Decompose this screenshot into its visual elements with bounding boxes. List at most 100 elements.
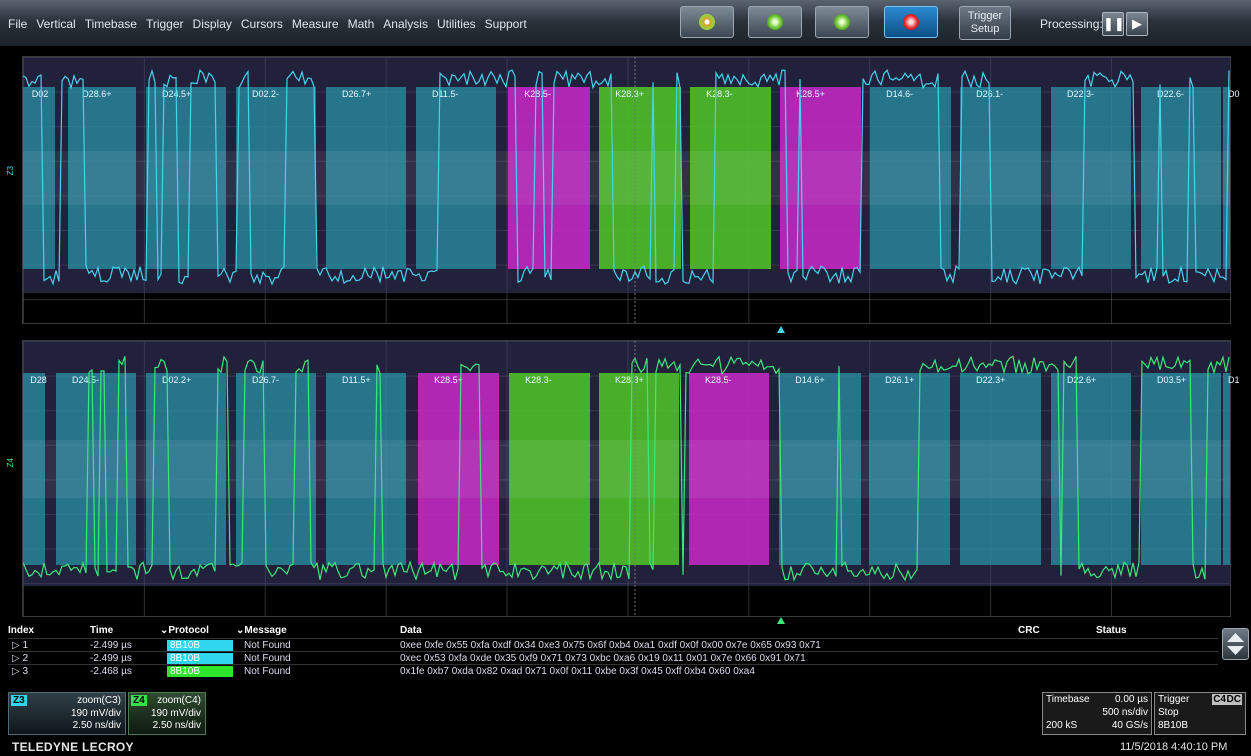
decode-segment[interactable] <box>509 373 590 565</box>
waveform-grid-z3[interactable]: D02 D28.6+ D24.5+ D02.2- D26.7+ D11.5- K28.5- K… <box>22 56 1240 324</box>
timebase-descriptor[interactable]: Timebase 0.00 µs 500 ns/div 200 kS 40 GS… <box>1042 692 1152 735</box>
brand-logo: TELEDYNE LECROY <box>12 740 134 754</box>
decode-segment-label: D1 <box>1228 375 1240 385</box>
decode-segment-label: D02.2+ <box>162 375 192 385</box>
row-time: -2.499 µs <box>90 653 132 664</box>
menu-measure[interactable]: Measure <box>291 17 339 31</box>
row-message: Not Found <box>244 640 291 651</box>
col-protocol[interactable]: ⌄Protocol <box>160 625 209 636</box>
play-button[interactable]: ▶ <box>1126 12 1148 36</box>
decode-segment-label: D26.1+ <box>885 375 915 385</box>
pause-button[interactable]: ❚❚ <box>1102 12 1125 36</box>
decode-segment[interactable] <box>779 373 861 565</box>
trigger-type: 8B10B <box>1158 720 1189 731</box>
decode-segment[interactable] <box>508 87 590 269</box>
decode-segment[interactable] <box>23 87 55 269</box>
decode-segment-label: K28.5+ <box>796 89 825 99</box>
red-light-icon <box>903 14 919 30</box>
decode-segment[interactable] <box>68 87 136 269</box>
center-band <box>23 150 1230 206</box>
decode-segment-label: D02.2- <box>252 89 280 99</box>
trigger-marker-z3[interactable] <box>777 326 785 333</box>
decode-segment[interactable] <box>416 87 496 269</box>
decode-segment[interactable] <box>326 373 406 565</box>
trigger-marker-z4[interactable] <box>777 617 785 624</box>
decode-segment[interactable] <box>689 373 769 565</box>
decode-segment[interactable] <box>870 87 951 269</box>
timebase-delay: 0.00 µs <box>1114 694 1148 705</box>
table-scroll-button[interactable] <box>1222 628 1249 660</box>
trace-label-z3: Z3 <box>6 166 15 176</box>
decode-segment[interactable] <box>23 373 45 565</box>
col-status[interactable]: Status <box>1096 625 1127 636</box>
decode-segment[interactable] <box>1223 373 1230 565</box>
table-row[interactable]: ▷ 1 -2.499 µs 8B10B Not Found 0xee 0xfe … <box>8 638 1218 652</box>
menu-display[interactable]: Display <box>192 17 232 31</box>
menu-analysis[interactable]: Analysis <box>383 17 428 31</box>
decode-segment[interactable] <box>1051 87 1131 269</box>
single-trigger-button[interactable] <box>815 6 869 38</box>
decode-segment-label: D03.5+ <box>1157 375 1187 385</box>
decode-segment[interactable] <box>236 373 316 565</box>
timebase-tdiv: 500 ns/div <box>1102 707 1148 718</box>
decode-segment-label: D26.7- <box>252 375 280 385</box>
table-row[interactable]: ▷ 2 -2.499 µs 8B10B Not Found 0xec 0x53 … <box>8 651 1218 665</box>
decode-segment[interactable] <box>690 87 771 269</box>
decode-segment-label: D24.5- <box>72 375 100 385</box>
trigger-setup-button[interactable]: Trigger Setup <box>959 6 1011 40</box>
row-time: -2.468 µs <box>90 666 132 677</box>
row-protocol: 8B10B <box>167 640 233 651</box>
decode-segment-label: K28.3+ <box>615 89 645 99</box>
decode-segment-label: D22.3+ <box>976 375 1006 385</box>
table-row[interactable]: ▷ 3 -2.468 µs 8B10B Not Found 0x1fe 0xb7… <box>8 664 1218 678</box>
menu-support[interactable]: Support <box>484 17 527 31</box>
row-protocol: 8B10B <box>167 653 233 664</box>
col-message[interactable]: ⌄Message <box>236 625 287 636</box>
decode-segment-label: K28.5- <box>705 375 732 385</box>
decode-segment[interactable] <box>146 87 226 269</box>
normal-trigger-button[interactable] <box>748 6 802 38</box>
decode-segment[interactable] <box>1051 373 1131 565</box>
decode-segment-label: K28.5- <box>524 89 551 99</box>
col-index[interactable]: Index <box>8 625 35 636</box>
decode-segment[interactable] <box>146 373 226 565</box>
decode-segment[interactable] <box>960 373 1041 565</box>
decode-segment[interactable] <box>869 373 950 565</box>
col-time[interactable]: Time <box>90 625 114 636</box>
col-crc[interactable]: CRC <box>1018 625 1040 636</box>
decode-segment[interactable] <box>1141 87 1221 269</box>
menu-utilities[interactable]: Utilities <box>436 17 476 31</box>
row-data: 0xee 0xfe 0x55 0xfa 0xdf 0x34 0xe3 0x75 … <box>400 640 821 651</box>
descriptor-z4[interactable]: Z4 zoom(C4) 190 mV/div 2.50 ns/div <box>128 692 206 735</box>
decode-segment[interactable] <box>1223 87 1230 269</box>
descriptor-z3-source: zoom(C3) <box>77 695 121 706</box>
clock: 11/5/2018 4:40:10 PM <box>1120 741 1228 753</box>
decode-segment[interactable] <box>599 373 679 565</box>
descriptor-z4-vdiv: 190 mV/div <box>150 708 201 719</box>
menu-math[interactable]: Math <box>347 17 375 31</box>
decode-segment[interactable] <box>780 87 861 269</box>
menu-timebase[interactable]: Timebase <box>84 17 137 31</box>
alarm-clock-icon <box>699 14 715 30</box>
waveform-grid-z4[interactable]: D28 D24.5- D02.2+ D26.7- D11.5+ K28.5+ K28.3- K… <box>22 340 1240 617</box>
timebase-label: Timebase <box>1046 694 1090 705</box>
green-light-icon <box>767 14 783 30</box>
menu-vertical[interactable]: Vertical <box>36 17 76 31</box>
decode-segment[interactable] <box>56 373 136 565</box>
decode-segment-label: K28.3+ <box>615 375 644 385</box>
stop-trigger-button[interactable] <box>884 6 938 38</box>
row-index: ▷ 1 <box>12 640 29 651</box>
col-data[interactable]: Data <box>400 625 422 636</box>
auto-trigger-button[interactable] <box>680 6 734 38</box>
trigger-descriptor[interactable]: Trigger C4 DC Stop 8B10B <box>1154 692 1246 735</box>
decode-segment-label: D11.5- <box>432 89 459 99</box>
menu-trigger[interactable]: Trigger <box>145 17 184 31</box>
row-protocol: 8B10B <box>167 666 233 677</box>
decode-segment[interactable] <box>960 87 1041 269</box>
decode-segment[interactable] <box>326 87 406 269</box>
decode-segment-label: D02 <box>31 89 49 99</box>
menu-cursors[interactable]: Cursors <box>240 17 283 31</box>
play-icon: ▶ <box>1132 16 1142 31</box>
descriptor-z3[interactable]: Z3 zoom(C3) 190 mV/div 2.50 ns/div <box>8 692 126 735</box>
menu-file[interactable]: File <box>8 17 28 31</box>
